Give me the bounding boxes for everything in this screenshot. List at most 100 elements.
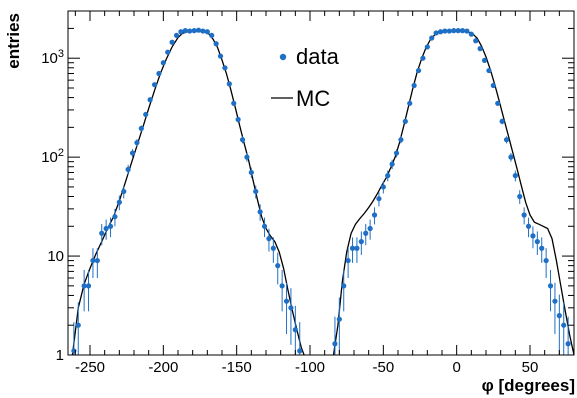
data-point-marker <box>187 28 193 34</box>
x-axis: -250 -200 -150 -100 -50 0 50 <box>74 11 575 376</box>
data-point <box>107 217 114 238</box>
data-point-marker <box>455 28 461 34</box>
data-point <box>156 70 162 77</box>
data-point-marker <box>525 223 532 229</box>
data-point-marker <box>349 245 356 251</box>
data-point-marker <box>468 31 474 37</box>
data-point-marker <box>261 223 268 229</box>
data-point <box>191 28 197 34</box>
data-point <box>499 118 505 125</box>
data-point <box>415 67 422 74</box>
data-point-marker <box>371 212 378 218</box>
data-point-marker <box>266 236 272 242</box>
data-point <box>90 248 96 279</box>
data-point-marker <box>292 327 298 333</box>
data-point <box>332 316 338 355</box>
data-point <box>173 32 180 39</box>
data-point-marker <box>345 257 351 264</box>
data-point <box>275 252 281 285</box>
data-point <box>266 228 272 252</box>
x-tick-label: -200 <box>148 359 178 376</box>
data-point <box>239 136 246 144</box>
data-point <box>495 100 501 106</box>
data-point <box>477 46 483 52</box>
x-tick-label: -150 <box>222 359 252 376</box>
data-point-marker <box>275 263 281 269</box>
data-point-marker <box>433 30 439 36</box>
data-point <box>248 167 254 178</box>
data-point <box>345 248 351 279</box>
data-point <box>561 302 567 355</box>
data-point-marker <box>477 46 483 52</box>
y-axis-title: entries <box>4 13 23 69</box>
x-tick-label: 50 <box>522 359 539 376</box>
data-point-marker <box>195 27 202 33</box>
data-point-marker <box>244 154 250 160</box>
data-point <box>473 38 479 44</box>
data-point-marker <box>415 67 422 74</box>
legend: data MC <box>271 44 340 111</box>
data-point <box>437 29 444 35</box>
data-point <box>116 195 122 211</box>
data-point-marker <box>420 55 426 61</box>
data-point-marker <box>565 341 571 347</box>
data-point-marker <box>173 32 180 39</box>
data-point-marker <box>490 82 496 89</box>
data-point <box>235 116 241 123</box>
data-point <box>358 231 364 255</box>
data-point-marker <box>156 70 162 77</box>
data-point-marker <box>178 29 184 35</box>
data-point <box>556 294 562 355</box>
data-point <box>552 282 558 335</box>
data-point <box>253 185 259 199</box>
data-point <box>165 49 171 55</box>
data-point-marker <box>125 166 131 173</box>
data-point-marker <box>239 137 246 143</box>
data-point <box>420 55 426 61</box>
data-point-marker <box>503 137 510 143</box>
data-point-marker <box>398 137 404 143</box>
data-point <box>503 136 510 144</box>
data-point-marker <box>99 230 105 236</box>
data-point-marker <box>517 193 523 200</box>
x-axis-title: φ [degrees] <box>482 376 575 395</box>
data-point <box>151 82 158 88</box>
data-point <box>182 28 188 34</box>
data-point-marker <box>530 233 536 239</box>
y-axis: 1 10 102 103 <box>41 10 574 364</box>
data-point <box>433 30 439 36</box>
data-point <box>121 185 127 199</box>
data-point <box>534 231 540 255</box>
data-point <box>209 32 215 39</box>
data-point <box>129 149 136 158</box>
data-point <box>147 97 153 103</box>
data-point <box>407 100 413 106</box>
data-point <box>517 190 523 204</box>
data-point <box>200 28 206 34</box>
data-point-marker <box>446 28 452 34</box>
data-point <box>226 81 232 87</box>
data-point-marker <box>85 283 92 289</box>
data-point <box>380 181 386 194</box>
data-point-marker <box>363 230 369 236</box>
data-point <box>508 153 514 162</box>
data-point <box>376 192 382 207</box>
data-point-marker <box>112 214 118 220</box>
legend-mc-label: MC <box>296 86 330 111</box>
data-point <box>75 302 81 355</box>
data-point <box>341 269 347 312</box>
data-point <box>94 248 100 279</box>
data-point-marker <box>209 32 215 39</box>
data-point-marker <box>424 44 430 50</box>
data-point <box>481 57 488 64</box>
data-point-marker <box>534 239 540 245</box>
data-point <box>222 65 228 71</box>
data-point-marker <box>442 28 448 34</box>
data-point-marker <box>213 41 219 47</box>
data-point-marker <box>495 100 501 106</box>
y-tick-label: 103 <box>41 48 64 67</box>
data-point-marker <box>283 298 290 304</box>
data-point <box>464 28 470 34</box>
data-point <box>371 207 378 225</box>
